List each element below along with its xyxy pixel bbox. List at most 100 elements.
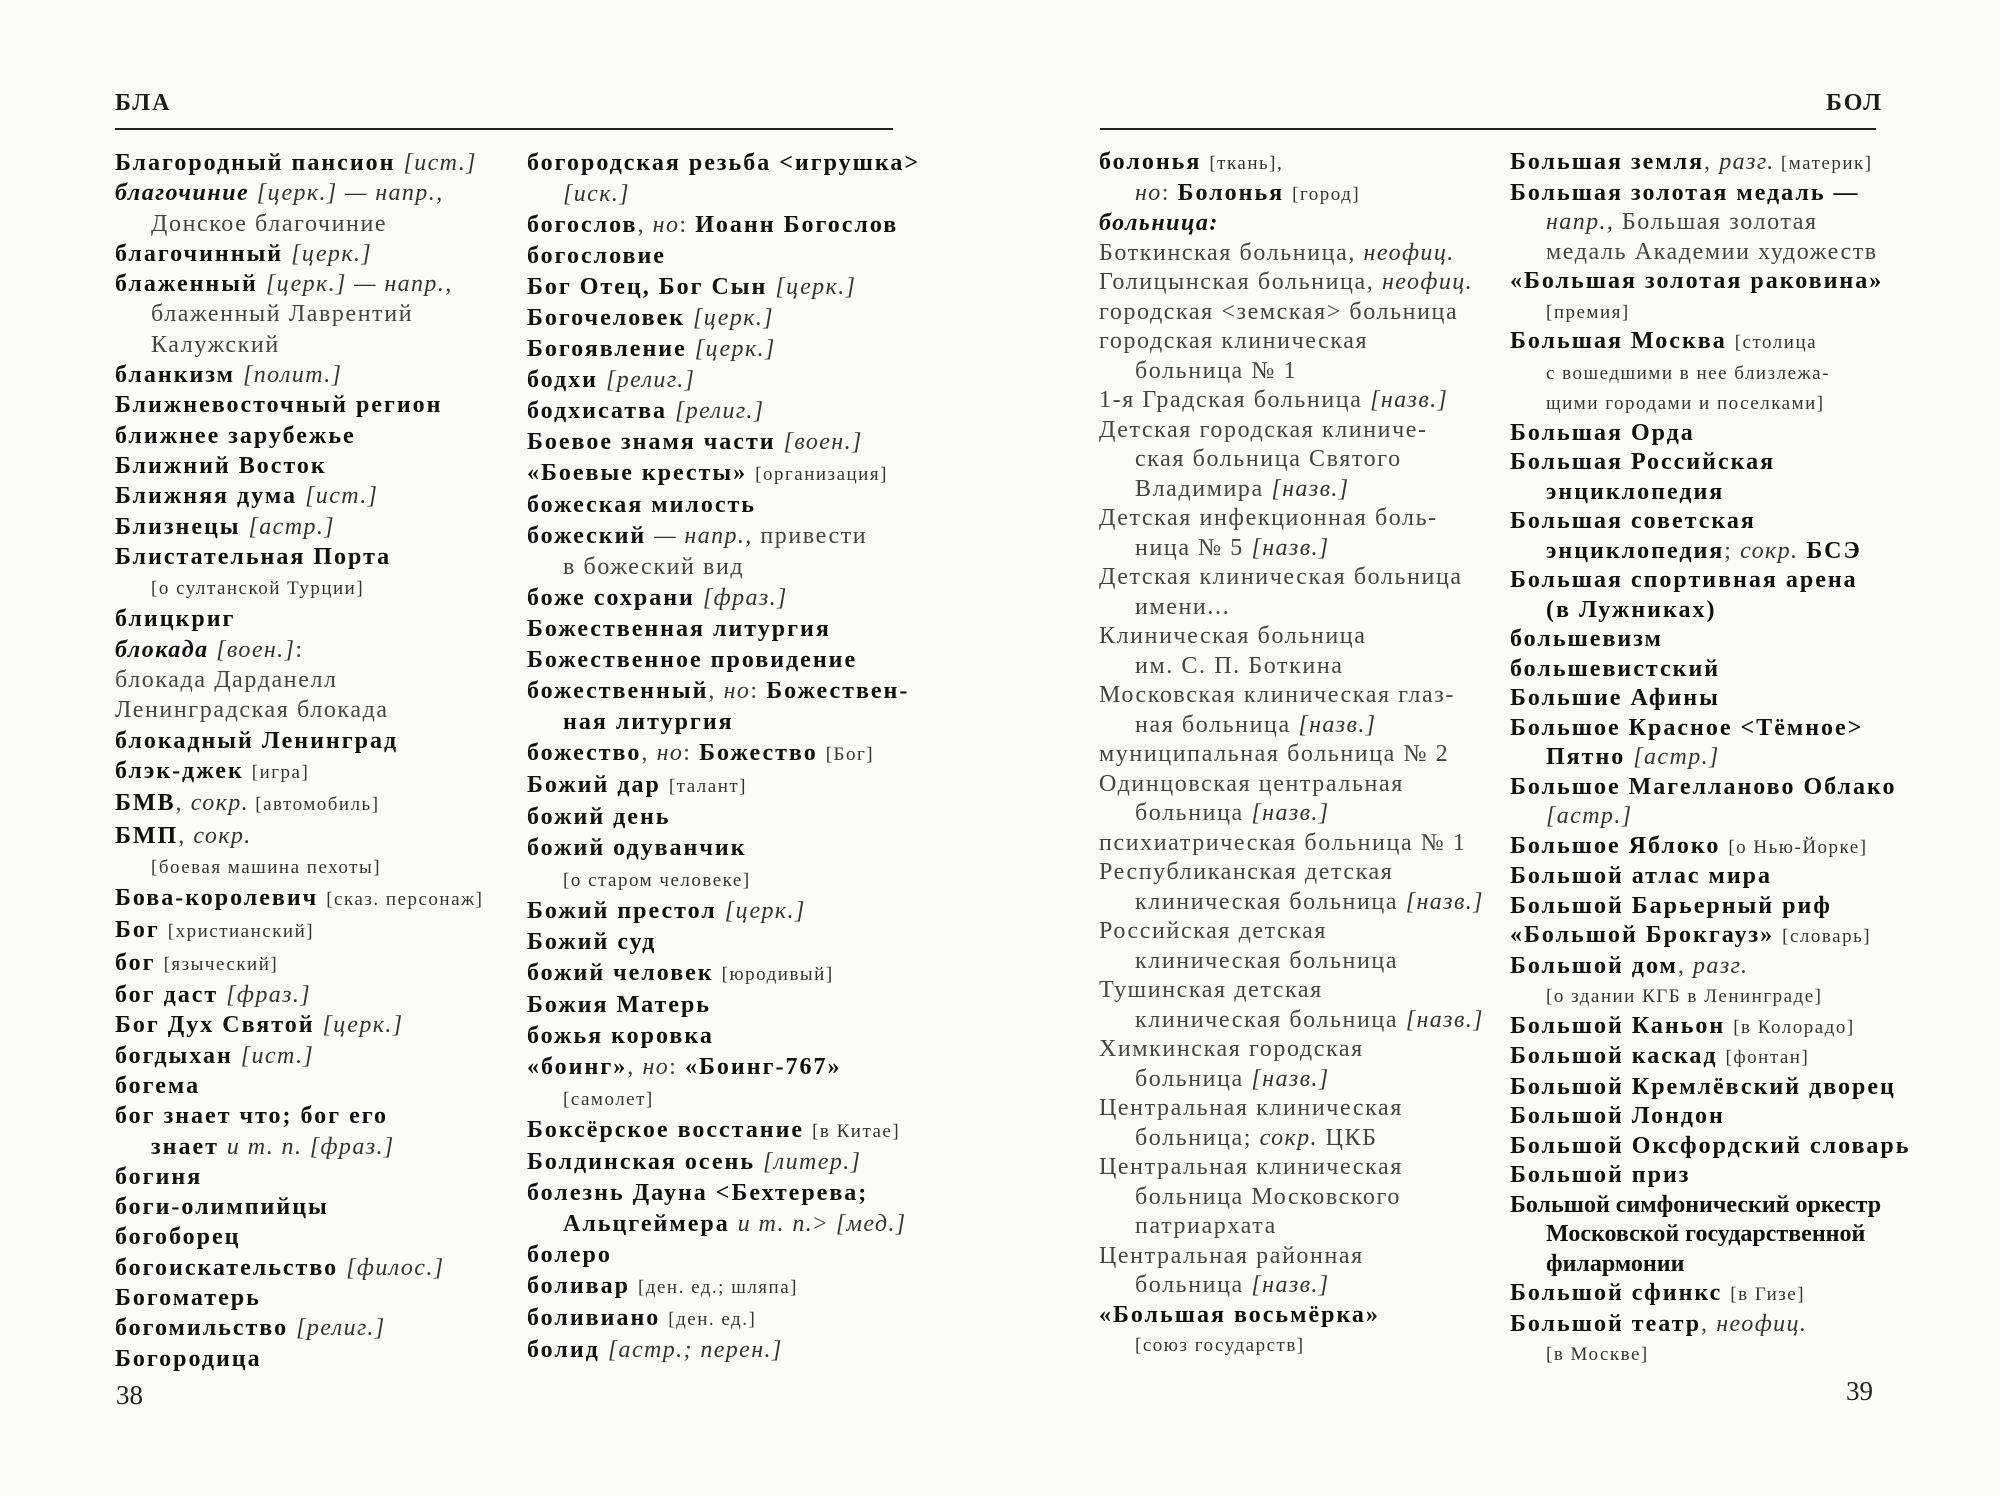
entry-text: Голицынская больница, [1099, 269, 1382, 295]
entry-line: благочиние [церк.] — напр., [115, 178, 483, 208]
entry-text: [астр.] [248, 513, 336, 540]
entry-line: Богоявление [церк.] [527, 334, 920, 365]
entry-line: Большая Российская [1510, 448, 1910, 478]
entry-line: Большая советская [1510, 507, 1910, 537]
entry-line: [астр.] [1510, 802, 1910, 832]
headword: бодхисатва [527, 398, 676, 424]
headword: Большая Москва [1510, 328, 1735, 354]
entry-text: [в Москве] [1546, 1344, 1649, 1365]
entry-line: БМВ, сокр. [автомобиль] [115, 788, 483, 820]
entry-line: Большой симфонический оркестр [1510, 1191, 1910, 1221]
entry-text: [талант] [668, 776, 748, 797]
entry-line: Большой Оксфордский словарь [1510, 1132, 1910, 1162]
headword: божеский [527, 523, 655, 549]
headword: блэк-джек [115, 757, 252, 784]
header-rule-right [1100, 128, 1876, 130]
entry-line: божеский — напр., привести [527, 521, 920, 552]
entry-text: сокр. [193, 822, 252, 849]
entry-text: Одинцовская центральная [1099, 770, 1404, 797]
entry-text: городская <земская> больница [1099, 298, 1459, 325]
entry-line: Российская детская [1099, 917, 1484, 947]
headword: БМВ [115, 790, 176, 817]
entry-text: [астр.] [1633, 744, 1720, 770]
headword: Большой театр [1510, 1310, 1702, 1337]
headword: Большой дом [1510, 952, 1678, 979]
entry-line: богородская резьба <игрушка> [527, 148, 920, 179]
entry-line: благочинный [церк.] [115, 239, 483, 269]
entry-text: [церк.] [322, 1012, 404, 1039]
entry-line: энциклопедия [1510, 478, 1910, 508]
entry-text: [назв.] [1298, 711, 1377, 738]
headword: Божий дар [527, 772, 669, 798]
entry-line: бланкизм [полит.] [115, 360, 483, 390]
entry-text: но [723, 678, 751, 704]
entry-line: больница № 1 [1099, 357, 1484, 387]
entry-text: [ист.] [305, 483, 379, 510]
entry-line: больница [назв.] [1099, 799, 1484, 829]
entry-text: [религ.] [296, 1315, 386, 1342]
entry-line: богема [115, 1071, 483, 1101]
entry-text: ская больница Святого [1135, 446, 1402, 472]
entry-line: Одинцовская центральная [1099, 770, 1484, 800]
entry-text: [назв.] [1370, 387, 1449, 413]
headword: Бог Дух Святой [115, 1012, 323, 1039]
entry-line: Ленинградская блокада [115, 695, 483, 725]
entry-text: [мед.] [835, 1211, 907, 1237]
entry-text: напр., [1546, 209, 1615, 235]
entry-text: [столица [1734, 332, 1818, 353]
entry-line: Большое Яблоко [о Нью-Йорке] [1510, 832, 1910, 863]
entry-line: Большая земля, разг. [материк] [1510, 148, 1910, 179]
entry-line: Божия Матерь [527, 990, 920, 1021]
entry-text: , [175, 790, 191, 817]
headword: боливар [527, 1273, 638, 1299]
entry-line: клиническая больница [назв.] [1099, 1006, 1484, 1036]
column-1: Благородный пансион [ист.] благочиние [це… [115, 148, 483, 1374]
entry-line: Альцгеймера и т. п.> [мед.] [527, 1209, 920, 1240]
entry-line: Большой атлас мира [1510, 862, 1910, 892]
headword: Божествен- [766, 678, 910, 704]
headword: Благородный пансион [115, 150, 404, 176]
entry-line: [о здании КГБ в Ленинграде] [1510, 981, 1910, 1012]
entry-text: больница [1135, 1272, 1252, 1298]
entry-line: Бова-королевич [сказ. персонаж] [115, 883, 483, 915]
headword: богомильство [115, 1315, 297, 1342]
entry-line: Большая спортивная арена [1510, 566, 1910, 596]
entry-line: Большой приз [1510, 1161, 1910, 1191]
entry-text: [назв.] [1251, 1272, 1330, 1298]
entry-line: бог [языческий] [115, 948, 483, 980]
headword: богема [115, 1072, 201, 1099]
entry-line: Ближняя дума [ист.] [115, 481, 483, 511]
headword: Большая земля [1510, 149, 1705, 175]
entry-text: , [627, 1054, 643, 1080]
headword: Богоматерь [115, 1284, 261, 1311]
entry-line: [самолет] [527, 1083, 920, 1115]
entry-line: Химкинская городская [1099, 1035, 1484, 1065]
entry-text: [премия] [1546, 301, 1630, 323]
entry-line: боливар [ден. ед.; шляпа] [527, 1271, 920, 1303]
headword: большевистский [1510, 655, 1721, 682]
entry-line: «Большая восьмёрка» [1099, 1301, 1484, 1331]
entry-text: [церк.] [693, 305, 775, 331]
entry-text: [астр.] [1546, 803, 1633, 829]
entry-line: ближнее зарубежье [115, 421, 483, 451]
entry-line: больница: [1099, 209, 1484, 239]
entry-text: [юродивый] [721, 964, 834, 985]
entry-text: [полит.] [243, 362, 343, 389]
entry-line: Донское благочиние [115, 209, 483, 239]
entry-line: но: Болонья [город] [1099, 179, 1484, 210]
entry-text: [воен.] [783, 429, 863, 455]
entry-text: разг. [1693, 952, 1749, 979]
headword: Божий престол [527, 898, 725, 924]
entry-line: боги-олимпийцы [115, 1192, 483, 1222]
entry-line: [союз государств] [1099, 1330, 1484, 1361]
entry-line: Калужский [115, 330, 483, 360]
headword: Большой атлас мира [1510, 863, 1773, 889]
entry-text: Донское благочиние [151, 210, 388, 237]
entry-line: Центральная клиническая [1099, 1094, 1484, 1124]
entry-line: блокада [воен.]: [115, 635, 483, 665]
entry-line: «Большой Брокгауз» [словарь] [1510, 921, 1910, 952]
entry-line: Божий суд [527, 927, 920, 958]
entry-line: Благородный пансион [ист.] [115, 148, 483, 178]
entry-text: : [683, 740, 700, 766]
entry-text: [фраз.] [226, 982, 312, 1009]
